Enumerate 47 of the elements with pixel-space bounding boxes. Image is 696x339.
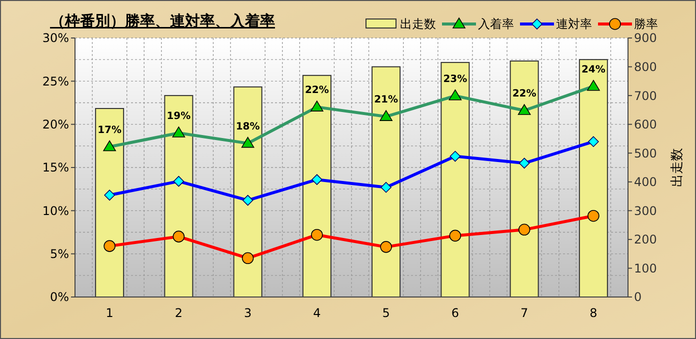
data-label: 21%	[374, 94, 398, 106]
x-tick-label: 4	[313, 306, 321, 320]
legend-label: 連対率	[556, 17, 592, 32]
legend-label: 入着率	[478, 17, 514, 32]
y-tick-label: 5%	[50, 247, 69, 262]
y2-tick-label: 500	[634, 146, 657, 160]
y2-tick-label: 800	[634, 60, 657, 74]
data-label: 23%	[443, 74, 468, 85]
data-label: 17%	[98, 124, 122, 136]
data-label: 22%	[304, 85, 329, 96]
x-tick-label: 5	[382, 306, 390, 320]
y2-tick-label: 700	[634, 88, 657, 103]
y2-tick-label: 400	[634, 175, 657, 190]
bar	[440, 62, 470, 298]
data-label: 22%	[512, 88, 536, 100]
bar	[95, 108, 124, 298]
y-tick-label: 25%	[42, 74, 69, 88]
y2-tick-label: 200	[634, 232, 657, 247]
y-tick-label: 30%	[42, 31, 69, 46]
y-tick-label: 15%	[42, 160, 69, 175]
y-tick-label: 10%	[42, 204, 69, 218]
bar	[164, 95, 194, 298]
legend-label: 出走数	[400, 17, 436, 32]
bar	[510, 60, 539, 298]
x-tick-label: 1	[106, 306, 114, 320]
x-tick-label: 8	[590, 306, 598, 320]
x-tick-label: 6	[451, 306, 460, 320]
y2-axis-title: 出走数	[670, 148, 685, 187]
bar	[233, 86, 262, 298]
y2-tick-label: 600	[634, 118, 657, 132]
data-label: 18%	[236, 121, 260, 132]
x-tick-label: 2	[174, 306, 183, 320]
y-tick-label: 0%	[50, 290, 69, 304]
data-label: 19%	[166, 110, 191, 122]
y2-tick-label: 100	[634, 261, 657, 276]
bar	[302, 74, 332, 298]
chart-title: （枠番別）勝率、連対率、入着率	[50, 12, 275, 30]
bar	[578, 59, 608, 298]
x-tick-label: 7	[520, 306, 528, 320]
x-tick-label: 3	[244, 306, 252, 320]
y2-tick-label: 300	[634, 204, 657, 218]
y-tick-label: 20%	[42, 118, 69, 132]
bar	[372, 66, 401, 298]
y2-tick-label: 900	[634, 31, 657, 46]
y2-tick-label: 0	[634, 290, 642, 304]
data-label: 24%	[581, 64, 606, 76]
legend-label: 勝率	[634, 17, 658, 32]
